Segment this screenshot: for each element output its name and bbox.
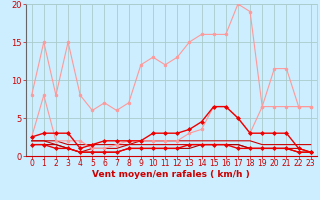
X-axis label: Vent moyen/en rafales ( km/h ): Vent moyen/en rafales ( km/h ) [92,170,250,179]
